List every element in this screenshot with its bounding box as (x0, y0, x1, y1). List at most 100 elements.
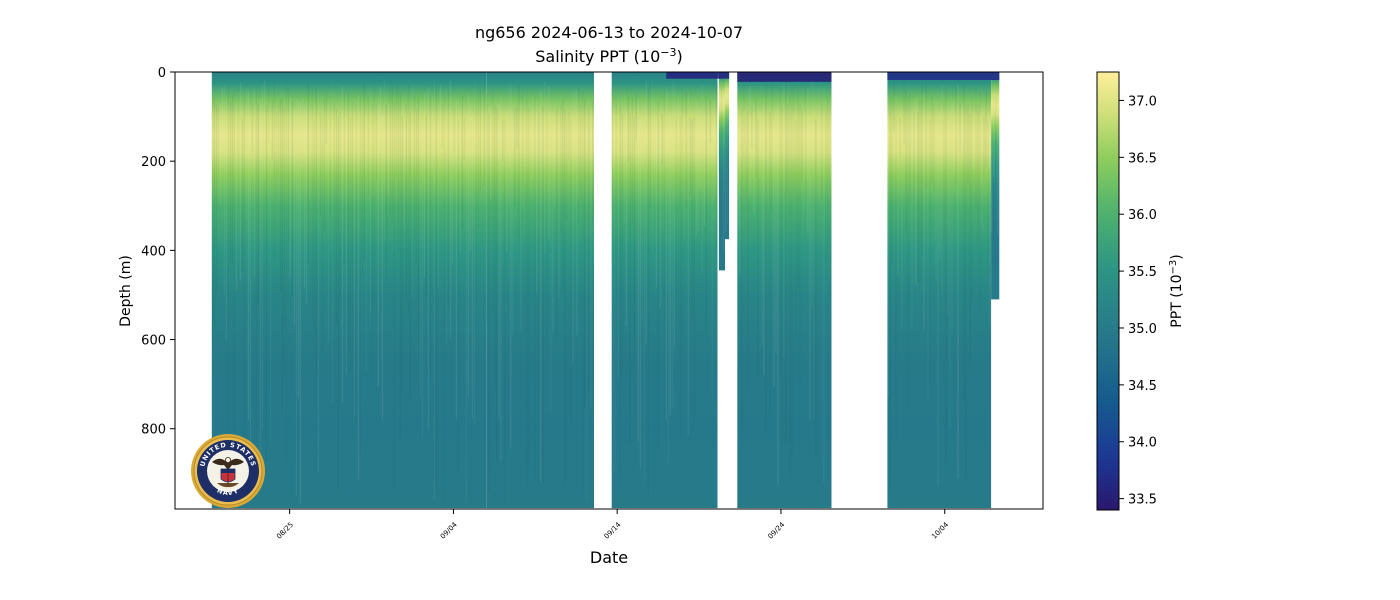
texture-streak (817, 87, 819, 193)
texture-streak (929, 119, 931, 384)
texture-streak (576, 89, 578, 336)
x-tick-label: 08/25 (275, 521, 295, 541)
texture-streak (703, 116, 705, 226)
data-segment (737, 72, 832, 509)
texture-streak (237, 85, 239, 212)
texture-streak (253, 88, 255, 278)
texture-streak (819, 81, 821, 208)
texture-streak (271, 99, 273, 159)
texture-streak (311, 88, 313, 329)
texture-streak (907, 96, 909, 407)
plot-frame (174, 71, 1044, 510)
texture-streak (725, 88, 727, 233)
texture-streak (213, 97, 215, 326)
texture-streak (933, 103, 935, 191)
texture-streak (720, 84, 723, 153)
texture-streak (564, 109, 566, 484)
texture-streak (679, 116, 681, 439)
texture-streak (580, 104, 582, 197)
texture-streak (925, 85, 927, 189)
texture-streak (309, 106, 311, 203)
texture-streak (455, 100, 457, 420)
texture-streak (552, 114, 554, 333)
texture-streak (279, 99, 281, 293)
navy-seal-logo: UNITED STATES NAVY (191, 434, 265, 508)
texture-streak (713, 90, 715, 199)
texture-streak (799, 104, 801, 385)
x-tick-label: 09/24 (766, 520, 786, 540)
texture-streak (586, 99, 588, 501)
y-tick-label: 600 (141, 334, 166, 349)
texture-streak (653, 115, 655, 172)
texture-streak (297, 99, 299, 399)
texture-streak (514, 109, 516, 207)
texture-streak (983, 117, 985, 180)
texture-streak (829, 108, 831, 306)
texture-streak (313, 118, 315, 339)
texture-streak (542, 107, 544, 483)
texture-streak (588, 108, 590, 391)
texture-streak (349, 118, 351, 372)
texture-streak (633, 115, 635, 370)
texture-streak (663, 89, 665, 416)
texture-streak (421, 118, 423, 438)
texture-streak (655, 119, 657, 288)
texture-streak (229, 101, 231, 263)
texture-streak (905, 90, 907, 233)
texture-streak (979, 92, 981, 310)
texture-streak (661, 114, 663, 165)
texture-streak (486, 93, 488, 325)
chart-subtitle: Salinity PPT (10−3) (535, 46, 683, 66)
texture-streak (407, 84, 409, 315)
texture-streak (287, 87, 289, 244)
x-axis-label: Date (590, 548, 628, 567)
y-tick-label: 400 (141, 244, 166, 259)
y-tick-label: 200 (141, 155, 166, 170)
texture-streak (935, 93, 937, 281)
colorbar-tick-label: 37.0 (1128, 94, 1157, 109)
texture-streak (767, 109, 769, 212)
surface-fresh-layer (887, 72, 1000, 80)
texture-streak (520, 102, 522, 331)
texture-streak (502, 119, 504, 161)
texture-streak (508, 83, 510, 206)
texture-streak (365, 112, 367, 371)
texture-streak (927, 116, 929, 404)
texture-streak (375, 104, 377, 181)
texture-streak (963, 82, 965, 402)
texture-streak (691, 119, 693, 321)
texture-streak (973, 119, 975, 171)
texture-streak (669, 112, 671, 416)
texture-streak (385, 105, 387, 280)
colorbar-ticks: 33.5 34.0 34.5 35.0 35.5 36.0 36.5 37.0 (1119, 94, 1157, 508)
texture-streak (512, 98, 514, 337)
texture-streak (641, 89, 643, 323)
texture-streak (657, 101, 659, 451)
texture-streak (913, 112, 915, 200)
texture-streak (397, 84, 399, 251)
texture-streak (534, 97, 536, 479)
texture-streak (631, 98, 633, 224)
texture-streak (317, 92, 319, 474)
texture-streak (413, 95, 415, 242)
texture-streak (649, 82, 651, 209)
texture-streak (611, 88, 613, 262)
texture-streak (797, 89, 799, 288)
texture-streak (985, 90, 987, 168)
texture-streak (568, 111, 570, 161)
texture-streak (409, 111, 411, 399)
texture-streak (295, 98, 297, 496)
texture-streak (623, 85, 625, 225)
texture-streak (399, 92, 401, 440)
texture-streak (887, 113, 889, 398)
texture-streak (953, 101, 955, 175)
texture-streak (949, 107, 951, 430)
texture-streak (528, 106, 530, 463)
texture-streak (709, 99, 711, 143)
texture-streak (251, 102, 253, 151)
texture-streak (367, 98, 369, 197)
texture-streak (919, 99, 921, 283)
x-tick-label: 10/04 (930, 520, 950, 540)
colorbar-label: PPT (10−3) (1168, 254, 1185, 327)
texture-streak (277, 105, 279, 177)
